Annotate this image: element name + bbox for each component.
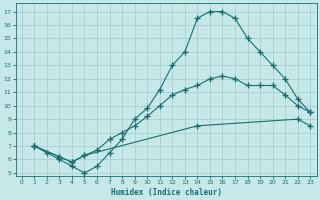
X-axis label: Humidex (Indice chaleur): Humidex (Indice chaleur): [110, 188, 221, 197]
